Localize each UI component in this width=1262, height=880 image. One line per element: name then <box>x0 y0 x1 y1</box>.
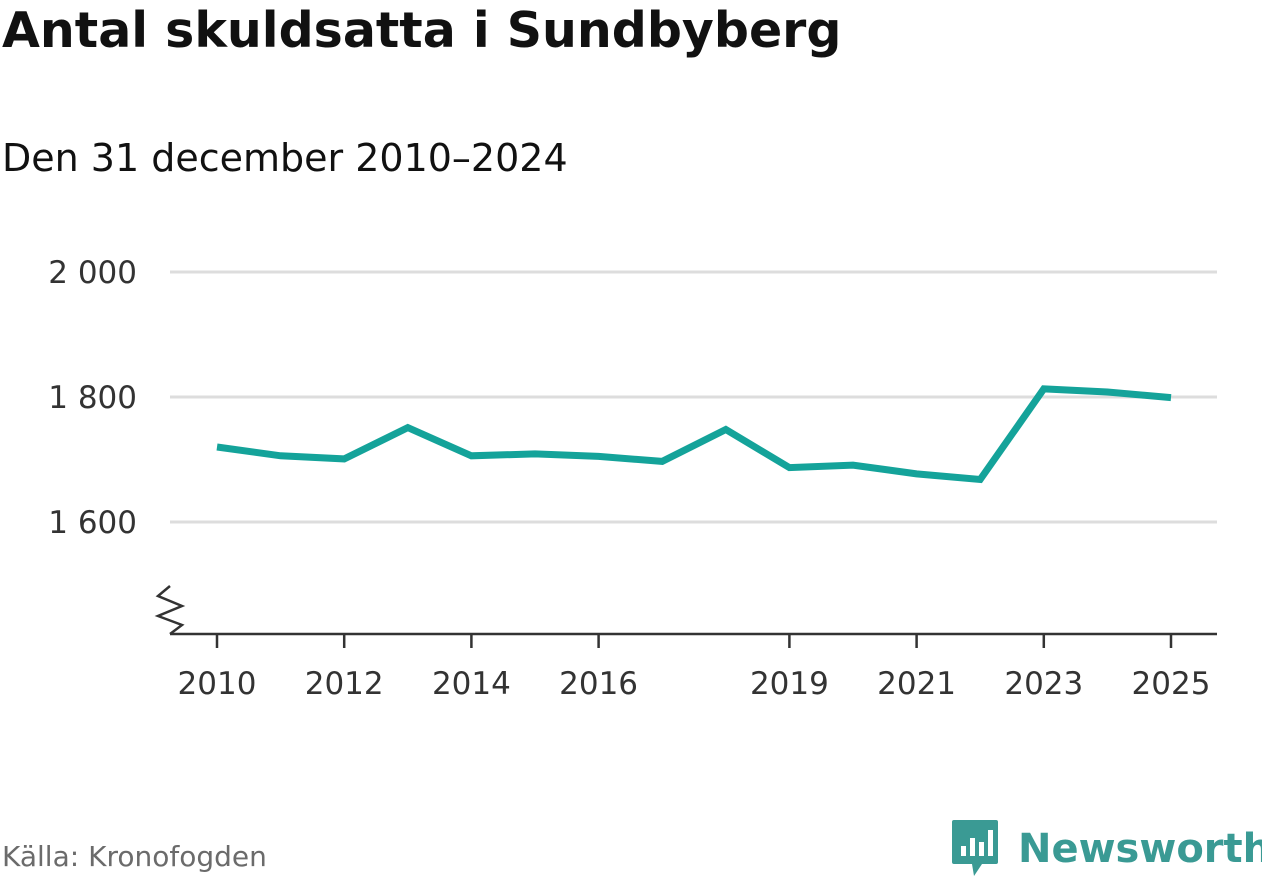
chart-title: Antal skuldsatta i Sundbyberg <box>2 2 842 59</box>
x-tick-label: 2012 <box>305 666 384 702</box>
series <box>216 385 1172 484</box>
x-tick-label: 2019 <box>750 666 829 702</box>
y-tick-label: 2 000 <box>48 255 137 291</box>
y-tick-label: 1 800 <box>48 380 137 416</box>
bar-chart-speech-bubble-icon <box>952 820 998 876</box>
y-tick-label: 1 600 <box>48 505 137 541</box>
x-tick-label: 2021 <box>877 666 956 702</box>
brand-name: Newsworthy <box>1018 826 1262 872</box>
x-tick-label: 2023 <box>1004 666 1083 702</box>
y-tick-labels: 1 600 1 800 2 000 <box>48 255 137 541</box>
x-tick-label: 2010 <box>178 666 257 702</box>
x-ticks: 2010 2012 2014 2016 2019 2021 2023 2025 <box>178 634 1211 702</box>
x-axis <box>154 585 1217 636</box>
source-note: Källa: Kronofogden <box>2 840 267 873</box>
x-tick-label: 2014 <box>432 666 511 702</box>
x-tick-label: 2025 <box>1132 666 1211 702</box>
brand-logo: Newsworthy <box>950 818 1262 880</box>
series-line-skuldsatta <box>216 385 1172 484</box>
axis-break-icon <box>154 585 186 635</box>
x-tick-label: 2016 <box>559 666 638 702</box>
grid-lines <box>170 270 1217 524</box>
chart-subtitle: Den 31 december 2010–2024 <box>2 136 568 180</box>
